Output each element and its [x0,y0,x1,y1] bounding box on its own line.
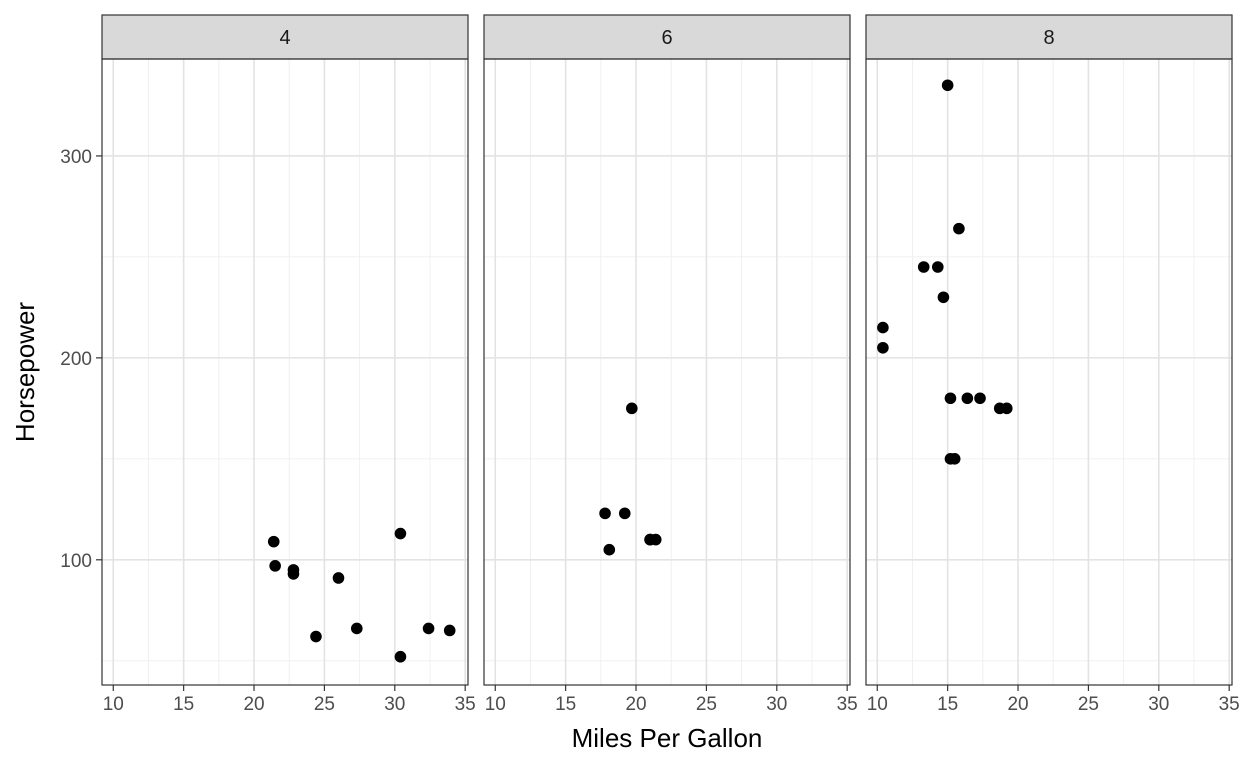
panel-border [483,58,851,686]
panel-background [484,59,850,685]
data-point [937,291,950,304]
data-point [944,392,957,405]
x-tick-label: 25 [314,694,335,715]
data-point [443,624,456,637]
x-tick-label: 25 [1078,694,1099,715]
data-point [269,560,281,572]
x-tick-label: 10 [867,694,888,715]
x-tick-label: 10 [103,694,124,715]
x-tick-label: 20 [243,694,264,715]
panel-border [865,58,1233,686]
data-point [917,261,930,273]
x-tick-label: 30 [766,694,787,715]
data-point [877,321,889,334]
data-point [649,533,662,546]
y-tick-label: 200 [60,349,92,370]
facet-strip [101,14,469,60]
facet-strip [865,14,1233,60]
data-point [961,392,974,405]
panels-layer: 4 10 15 20 25 30 35 100 200 300 6 10 15 20 25 30 35 8 10 15… [60,14,1240,715]
facet-strip-label: 4 [279,27,290,49]
x-tick-label: 30 [1148,694,1169,715]
facet-panel-8: 8 10 15 20 25 30 35 [865,14,1240,715]
data-point [1000,402,1013,415]
x-axis-title: Miles Per Gallon [572,723,763,753]
x-tick-label: 35 [1219,694,1240,715]
data-point [310,630,322,643]
data-point [941,79,954,92]
data-point [267,535,280,548]
facet-strip-label: 8 [1043,27,1054,49]
y-axis-title: Horsepower [10,302,40,443]
data-point [626,402,638,415]
x-tick-label: 20 [1007,694,1028,715]
data-point [350,622,363,635]
panel-background [866,59,1232,685]
data-point [974,392,986,405]
x-tick-label: 15 [173,694,194,715]
x-tick-label: 15 [555,694,576,715]
y-tick-label: 100 [60,551,92,572]
facet-panel-4: 4 10 15 20 25 30 35 100 200 300 [60,14,476,715]
data-point [332,572,345,584]
data-point [287,564,300,576]
x-tick-label: 20 [625,694,646,715]
data-point [394,650,407,663]
x-tick-label: 30 [384,694,405,715]
data-point [944,453,957,465]
data-point [953,222,965,235]
y-tick-label: 300 [60,147,92,168]
facet-strip-label: 6 [661,27,672,49]
data-point [603,543,616,556]
facet-panel-6: 6 10 15 20 25 30 35 [483,14,858,715]
data-point [599,507,611,520]
data-point [618,507,631,520]
data-point [422,622,435,635]
facet-strip [483,14,851,60]
x-tick-label: 10 [485,694,506,715]
data-point [931,261,944,273]
panel-background [102,59,468,685]
x-tick-label: 15 [937,694,958,715]
x-tick-label: 25 [696,694,717,715]
data-point [394,527,407,540]
x-tick-label: 35 [837,694,858,715]
x-tick-label: 35 [455,694,476,715]
data-point [877,341,889,354]
panel-border [101,58,469,686]
